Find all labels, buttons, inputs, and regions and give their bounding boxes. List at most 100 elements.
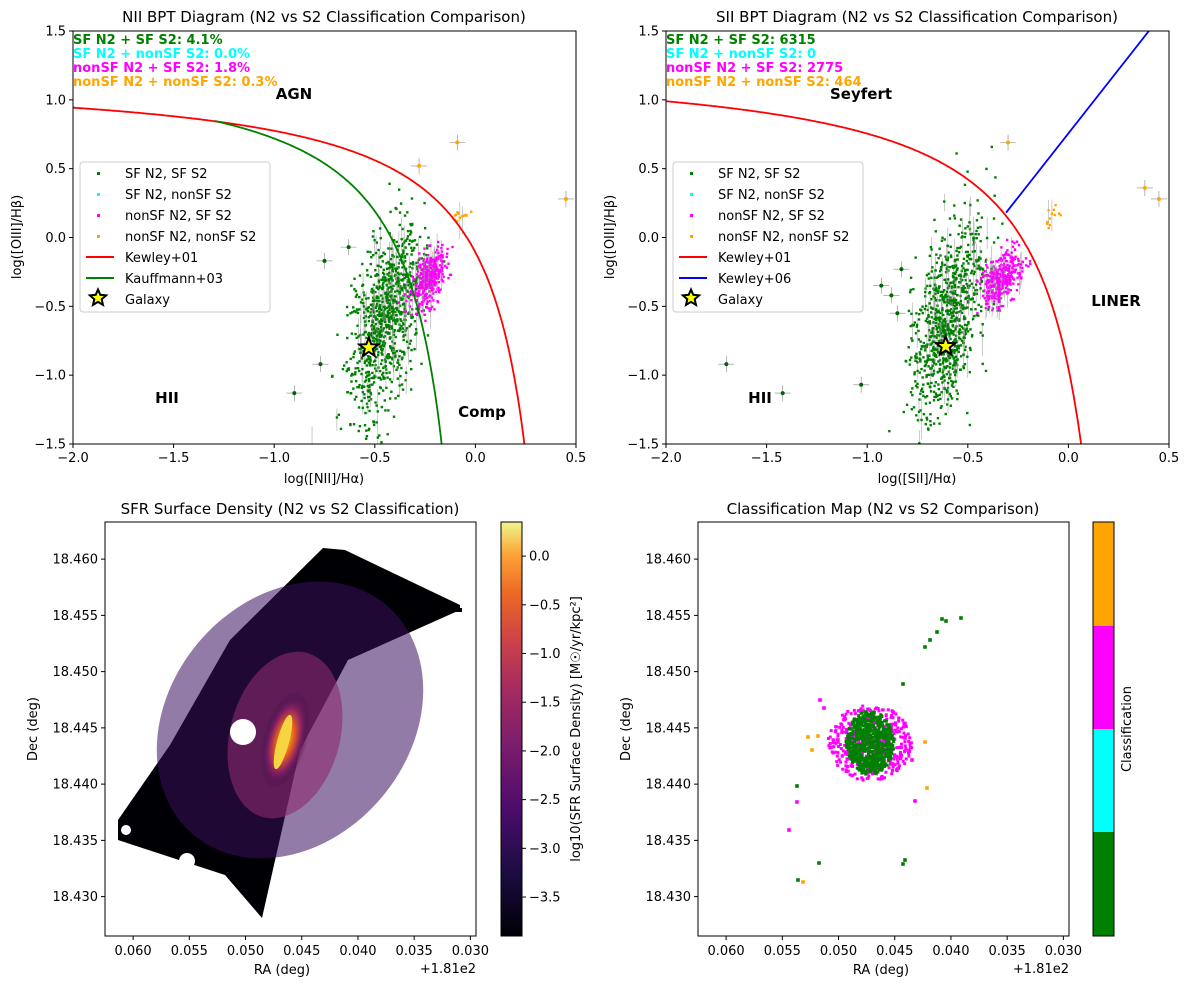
data-point [368,333,371,336]
data-point [933,296,937,300]
class-pixel [881,751,885,755]
data-point [970,269,974,273]
data-point [379,303,382,307]
data-point [946,281,949,285]
class-pixel [858,726,862,730]
class-pixel [859,733,863,737]
data-point [470,210,473,213]
class-pixel [849,723,853,727]
data-point [996,294,999,297]
class-pixel [844,770,848,774]
data-point [947,298,951,302]
data-point [1012,282,1015,285]
data-point [356,366,360,370]
data-point [383,276,386,279]
data-point [959,355,963,358]
data-point [966,250,970,254]
data-point [997,284,1000,287]
data-point [953,304,957,308]
data-point [375,241,379,244]
data-point [387,293,390,296]
class-pixel [891,765,895,769]
data-point [987,306,991,309]
data-point [372,311,376,314]
class-pixel [888,743,892,747]
data-point [428,299,432,303]
data-point [373,332,377,335]
data-point [960,325,964,328]
class-pixel [869,749,873,753]
class-pixel [866,764,870,768]
data-point [946,244,950,248]
class-pixel [882,732,886,736]
data-point [997,305,1001,309]
data-point [957,301,960,304]
data-point [379,265,383,269]
data-point [931,340,935,343]
data-point [955,311,958,315]
data-point [952,280,955,283]
class-pixel [874,771,878,775]
data-point [386,310,390,313]
data-point [933,317,936,321]
y-tick-label: 18.455 [53,609,99,624]
data-point [937,256,940,260]
data-point [369,398,373,401]
data-point [968,423,972,427]
class-pixel [885,747,889,751]
data-point [978,268,982,271]
data-point [382,305,385,309]
class-pixel [881,760,885,764]
data-point [932,361,936,365]
data-point [434,276,438,280]
data-point [930,381,933,385]
data-point [360,399,363,403]
data-point [946,390,949,393]
data-point [942,352,945,356]
data-point [923,307,927,311]
data-point [353,398,357,401]
data-point [432,284,435,287]
data-point [963,201,966,205]
data-point [925,317,929,320]
data-point [408,242,411,246]
data-point [439,288,442,291]
data-point [953,204,956,207]
data-point [437,251,440,255]
data-point [408,265,411,269]
class-pixel [852,737,856,741]
data-point [933,335,937,338]
data-point [358,274,362,277]
data-point [961,278,964,282]
data-point [977,314,980,317]
data-point [361,406,365,410]
data-point [359,301,363,304]
class-pixel [876,736,880,740]
data-point [945,301,948,304]
data-point [924,363,927,367]
data-point [376,264,380,267]
class-pixel [897,764,901,768]
data-point [950,255,953,259]
data-point [979,309,983,313]
class-pixel [868,768,872,772]
class-pixel [863,738,867,742]
data-point [948,366,952,369]
data-point [1000,246,1003,249]
data-point [999,287,1003,291]
class-pixel [897,745,901,749]
data-point [392,284,395,288]
data-point [377,296,380,299]
data-point [922,394,925,398]
data-point [988,275,992,278]
data-point [410,348,413,352]
kewley01-curve [666,100,1082,444]
data-point [924,287,927,290]
class-pixel [904,757,908,761]
class-pixel [863,723,867,727]
data-point [972,272,976,276]
class-pixel [902,731,906,735]
data-point [345,369,348,373]
data-point [964,330,967,333]
class-pixel [842,718,846,722]
